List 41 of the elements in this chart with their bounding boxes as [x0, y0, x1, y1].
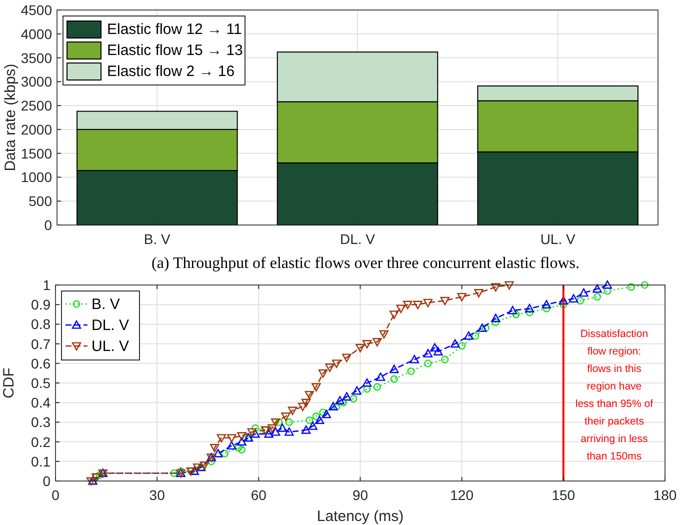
y-axis-title: CDF	[0, 368, 18, 398]
y-tick-label: 2000	[20, 121, 52, 138]
x-tick-label: 30	[149, 487, 166, 503]
ref-line-label: Dissatisfaction flow region: flows in this region have less than 95% of their packets arriving in less than 150ms	[575, 328, 654, 462]
y-tick-label: 0.5	[31, 375, 51, 391]
legend-label: Elastic flow 15 → 13	[107, 42, 243, 59]
x-tick-label: 180	[653, 487, 677, 503]
x-tick-label: B. V	[144, 231, 172, 247]
y-tick-label: 0	[42, 473, 51, 489]
y-tick-label: 2500	[20, 98, 52, 114]
y-tick-label: 1000	[20, 169, 52, 186]
y-tick-label: 1500	[20, 145, 52, 162]
x-tick-label: 150	[552, 487, 576, 503]
y-tick-label: 0.3	[31, 414, 51, 430]
legend-label: DL. V	[92, 317, 130, 334]
y-tick-label: 0.1	[31, 453, 51, 470]
x-tick-label: 120	[450, 487, 474, 503]
y-tick-label: 1	[42, 277, 51, 293]
x-tick-label: DL. V	[340, 231, 376, 247]
x-tick-label: 90	[352, 487, 368, 503]
y-tick-label: 0	[44, 217, 52, 233]
x-tick-label: UL. V	[540, 231, 576, 247]
y-axis-title: Data rate (kbps)	[2, 64, 19, 172]
y-tick-label: 3500	[20, 50, 52, 66]
x-tick-label: 60	[250, 487, 267, 503]
y-tick-label: 0.9	[31, 296, 51, 313]
y-tick-label: 0.8	[31, 316, 51, 332]
legend-label: UL. V	[92, 338, 130, 355]
legend-label: Elastic flow 12 → 11	[107, 21, 242, 38]
y-tick-label: 4000	[20, 26, 52, 42]
y-tick-label: 500	[28, 193, 52, 210]
x-axis-title: Latency (ms)	[316, 508, 404, 525]
y-tick-label: 0.6	[31, 355, 51, 372]
y-tick-label: 0.4	[31, 394, 51, 411]
y-tick-label: 4500	[20, 2, 52, 18]
y-tick-label: 0.2	[31, 434, 51, 450]
text: (a) Throughput of elastic flows over three concurrent elastic flows.	[152, 255, 580, 272]
legend-label: Elastic flow 2 → 16	[107, 63, 235, 80]
legend-label: B. V	[92, 296, 120, 313]
y-tick-label: 3000	[20, 74, 52, 90]
y-tick-label: 0.7	[31, 336, 51, 352]
